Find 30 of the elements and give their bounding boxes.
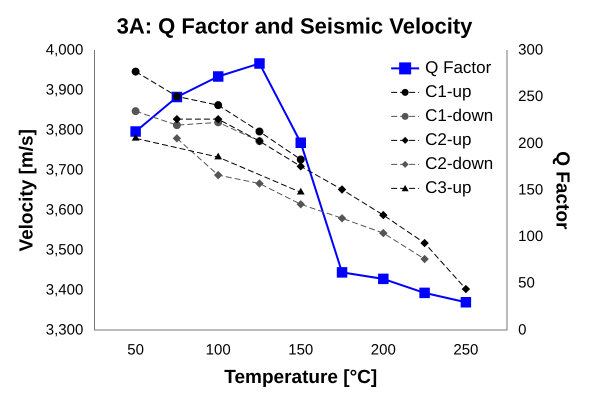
y-tick-label: 3,500 (46, 241, 84, 258)
legend-label: Q Factor (425, 58, 492, 78)
y-tick-label: 3,700 (46, 161, 84, 178)
x-tick-label: 150 (288, 341, 314, 358)
legend-label: C1-down (425, 106, 494, 126)
y2-tick-label: 200 (518, 134, 544, 152)
x-axis-title: Temperature [°C] (224, 366, 378, 388)
y-tick-label: 3,800 (46, 121, 84, 138)
y-axis-title: Velocity [m/s] (16, 129, 38, 252)
legend-label: C2-down (425, 154, 494, 174)
x-tick-label: 250 (453, 341, 478, 358)
y2-tick-label: 0 (518, 321, 527, 338)
y2-tick-label: 100 (518, 228, 544, 246)
legend-label: C2-up (425, 130, 472, 150)
y-tick-label: 3,300 (46, 321, 84, 338)
y-tick-label: 3,600 (46, 201, 84, 218)
y-tick-label: 4,000 (46, 42, 84, 59)
x-tick-label: 100 (206, 341, 231, 358)
y2-tick-label: 50 (518, 274, 535, 292)
x-tick-label: 50 (127, 341, 144, 358)
legend-label: C1-up (425, 82, 472, 102)
x-tick-label: 200 (370, 341, 396, 358)
y-tick-label: 3,400 (46, 281, 84, 298)
y-tick-label: 3,900 (46, 82, 84, 99)
chart-title: 3A: Q Factor and Seismic Velocity (116, 13, 474, 38)
y2-tick-label: 150 (518, 181, 544, 198)
y2-axis-title: Q Factor (551, 151, 572, 230)
legend-label: C3-up (425, 178, 472, 198)
y2-tick-label: 250 (518, 88, 544, 106)
y2-tick-label: 300 (518, 42, 544, 59)
